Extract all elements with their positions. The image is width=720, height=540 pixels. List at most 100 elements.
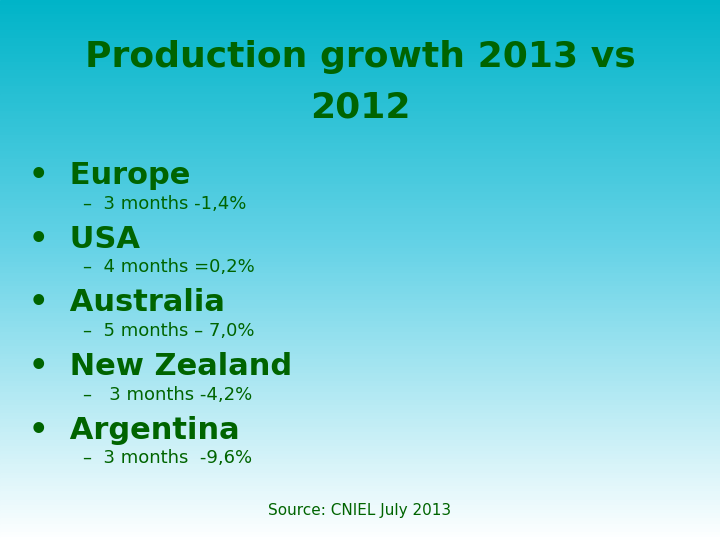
Bar [0,346,720,348]
Bar [0,418,720,421]
Bar [0,327,720,329]
Bar [0,454,720,456]
Bar [0,321,720,324]
Bar [0,192,720,194]
Bar [0,54,720,57]
Bar [0,51,720,54]
Bar [0,470,720,472]
Bar [0,16,720,19]
Bar [0,213,720,216]
Bar [0,105,720,108]
Text: –   3 months -4,2%: – 3 months -4,2% [83,386,252,404]
Bar [0,429,720,432]
Bar [0,319,720,321]
Bar [0,89,720,92]
Bar [0,65,720,68]
Bar [0,35,720,38]
Bar [0,367,720,370]
Bar [0,46,720,49]
Bar [0,108,720,111]
Bar [0,194,720,197]
Bar [0,0,720,3]
Bar [0,197,720,200]
Bar [0,227,720,229]
Bar [0,329,720,332]
Bar [0,462,720,464]
Text: Source: CNIEL July 2013: Source: CNIEL July 2013 [269,503,451,518]
Bar [0,70,720,73]
Bar [0,127,720,130]
Bar [0,86,720,89]
Bar [0,529,720,532]
Text: –  4 months =0,2%: – 4 months =0,2% [83,258,255,276]
Bar [0,178,720,181]
Bar [0,167,720,170]
Bar [0,59,720,62]
Bar [0,216,720,219]
Bar [0,40,720,43]
Bar [0,148,720,151]
Bar [0,300,720,302]
Bar [0,535,720,537]
Bar [0,208,720,211]
Bar [0,140,720,143]
Text: 2012: 2012 [310,91,410,125]
Bar [0,138,720,140]
Bar [0,375,720,378]
Bar [0,505,720,508]
Bar [0,494,720,497]
Bar [0,27,720,30]
Bar [0,230,720,232]
Bar [0,38,720,40]
Bar [0,8,720,11]
Bar [0,413,720,416]
Bar [0,211,720,213]
Bar [0,224,720,227]
Bar [0,130,720,132]
Bar [0,486,720,489]
Bar [0,289,720,292]
Bar [0,143,720,146]
Bar [0,32,720,35]
Bar [0,232,720,235]
Bar [0,235,720,238]
Bar [0,170,720,173]
Bar [0,151,720,154]
Bar [0,97,720,100]
Bar [0,184,720,186]
Bar [0,316,720,319]
Bar [0,284,720,286]
Bar [0,500,720,502]
Bar [0,162,720,165]
Bar [0,364,720,367]
Bar [0,124,720,127]
Bar [0,521,720,524]
Bar [0,49,720,51]
Bar [0,221,720,224]
Bar [0,408,720,410]
Bar [0,154,720,157]
Bar [0,22,720,24]
Text: •  Europe: • Europe [29,161,190,190]
Bar [0,173,720,176]
Bar [0,313,720,316]
Bar [0,286,720,289]
Text: –  5 months – 7,0%: – 5 months – 7,0% [83,322,254,340]
Bar [0,338,720,340]
Bar [0,362,720,364]
Bar [0,405,720,408]
Bar [0,348,720,351]
Bar [0,459,720,462]
Bar [0,189,720,192]
Bar [0,481,720,483]
Text: –  3 months -1,4%: – 3 months -1,4% [83,194,246,213]
Bar [0,275,720,278]
Bar [0,113,720,116]
Bar [0,518,720,521]
Bar [0,157,720,159]
Bar [0,14,720,16]
Bar [0,292,720,294]
Bar [0,310,720,313]
Bar [0,103,720,105]
Bar [0,165,720,167]
